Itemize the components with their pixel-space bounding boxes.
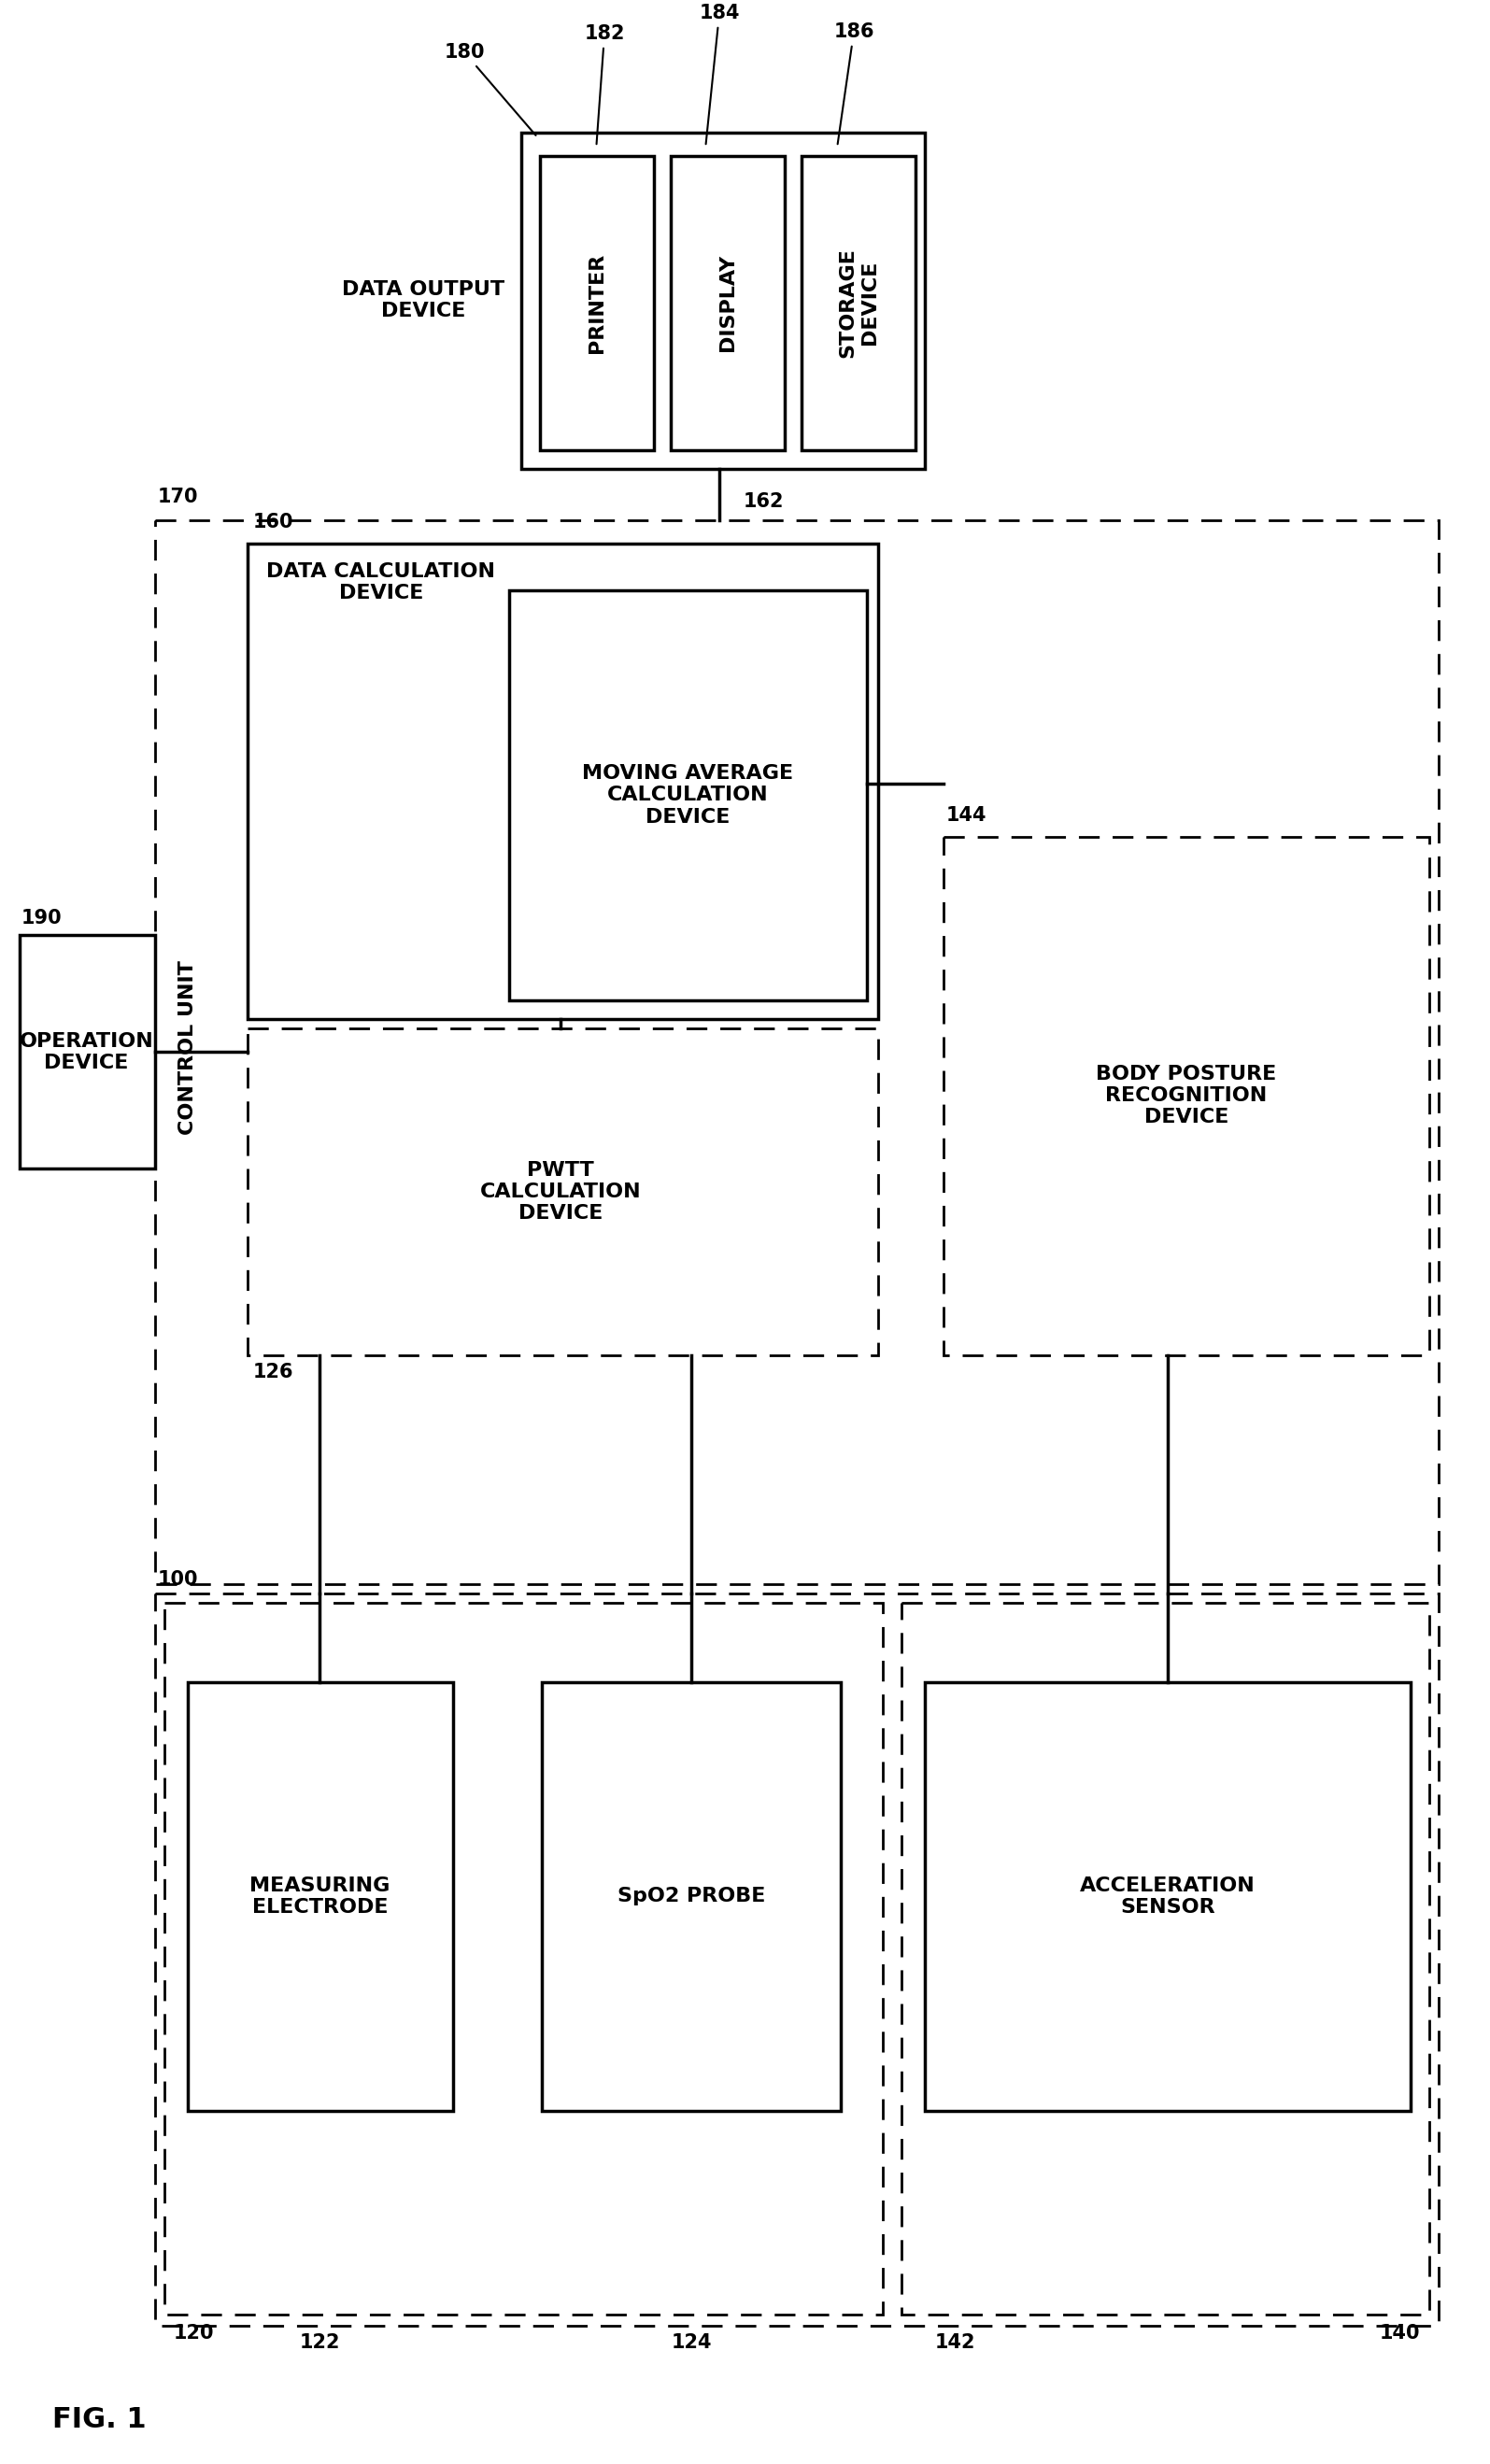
Text: DATA OUTPUT
DEVICE: DATA OUTPUT DEVICE: [343, 281, 505, 320]
Text: 190: 190: [21, 909, 61, 929]
Text: 144: 144: [946, 806, 986, 825]
Bar: [925, 1683, 1411, 2112]
Text: 124: 124: [672, 2333, 712, 2353]
Bar: [901, 1602, 1429, 2314]
Text: 184: 184: [699, 5, 739, 143]
Bar: [943, 838, 1429, 1355]
Text: 126: 126: [253, 1363, 294, 1382]
Bar: [542, 1683, 840, 2112]
Bar: [522, 133, 925, 468]
Text: FIG. 1: FIG. 1: [52, 2405, 146, 2432]
Text: PWTT
CALCULATION
DEVICE: PWTT CALCULATION DEVICE: [480, 1161, 642, 1222]
Text: 100: 100: [158, 1570, 198, 1589]
Text: DISPLAY: DISPLAY: [718, 254, 738, 352]
Text: 160: 160: [253, 513, 294, 532]
Bar: [510, 589, 867, 1000]
Bar: [155, 1594, 1439, 2326]
Text: 122: 122: [299, 2333, 340, 2353]
Text: PRINTER: PRINTER: [589, 251, 606, 352]
Text: MOVING AVERAGE
CALCULATION
DEVICE: MOVING AVERAGE CALCULATION DEVICE: [583, 764, 794, 825]
Bar: [247, 1027, 878, 1355]
Text: BODY POSTURE
RECOGNITION
DEVICE: BODY POSTURE RECOGNITION DEVICE: [1097, 1064, 1277, 1126]
Bar: [247, 542, 878, 1020]
Text: STORAGE
DEVICE: STORAGE DEVICE: [839, 246, 879, 357]
Text: 182: 182: [584, 25, 624, 143]
Text: 142: 142: [934, 2333, 974, 2353]
Bar: [188, 1683, 453, 2112]
Bar: [670, 155, 785, 451]
Text: 180: 180: [444, 42, 536, 136]
Text: 140: 140: [1380, 2324, 1420, 2343]
Text: CONTROL UNIT: CONTROL UNIT: [177, 961, 197, 1133]
Bar: [19, 936, 155, 1168]
Text: SpO2 PROBE: SpO2 PROBE: [617, 1887, 766, 1907]
Text: 170: 170: [158, 488, 198, 505]
Text: OPERATION
DEVICE: OPERATION DEVICE: [19, 1032, 153, 1072]
Text: 186: 186: [833, 22, 875, 143]
Text: 162: 162: [744, 493, 784, 510]
Bar: [541, 155, 654, 451]
Text: ACCELERATION
SENSOR: ACCELERATION SENSOR: [1080, 1878, 1256, 1917]
Text: DATA CALCULATION
DEVICE: DATA CALCULATION DEVICE: [267, 562, 496, 601]
Text: 120: 120: [173, 2324, 215, 2343]
Bar: [155, 520, 1439, 1584]
Text: MEASURING
ELECTRODE: MEASURING ELECTRODE: [250, 1878, 390, 1917]
Bar: [164, 1602, 884, 2314]
Bar: [802, 155, 916, 451]
